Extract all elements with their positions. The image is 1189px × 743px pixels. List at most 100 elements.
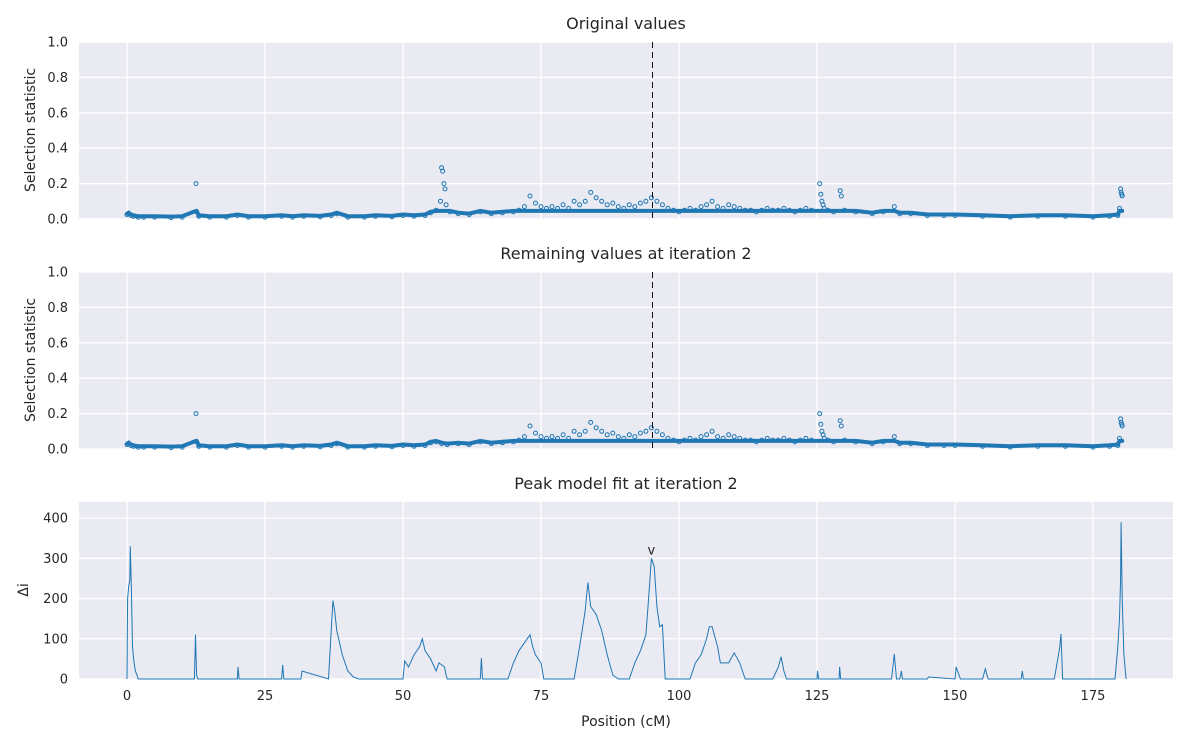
data-point — [637, 200, 643, 206]
data-point — [654, 198, 660, 204]
scatter-points — [124, 411, 1125, 451]
data-point — [599, 428, 605, 434]
data-point — [571, 428, 577, 434]
y-axis-label: Δi — [16, 583, 32, 596]
data-point — [643, 198, 649, 204]
data-point — [593, 195, 599, 201]
y-tick-label: 1.0 — [47, 36, 68, 51]
data-point — [648, 425, 654, 431]
data-point — [582, 428, 588, 434]
data-point — [659, 202, 665, 208]
data-point — [533, 200, 538, 206]
data-point — [527, 193, 533, 199]
y-tick-label: 0.8 — [47, 71, 68, 86]
data-point — [891, 204, 897, 210]
data-point — [891, 434, 897, 440]
data-point — [582, 198, 588, 204]
data-point — [632, 204, 638, 210]
data-point — [549, 434, 555, 440]
data-point — [615, 434, 621, 440]
data-point — [837, 188, 843, 194]
data-point — [521, 434, 527, 440]
panel-original-values: Original values Selection statistic 0.0 0… — [23, 14, 1173, 228]
data-point — [643, 428, 649, 434]
data-point — [193, 411, 199, 417]
y-tick-label: 0.4 — [47, 372, 68, 387]
data-point — [527, 423, 533, 429]
x-tick-label: 150 — [943, 689, 968, 704]
data-point — [441, 181, 447, 187]
data-point — [438, 198, 443, 204]
data-point — [538, 204, 544, 210]
data-point — [571, 198, 577, 204]
data-point — [818, 191, 824, 197]
x-tick-label: 25 — [257, 689, 274, 704]
data-point — [731, 204, 737, 210]
data-point — [440, 168, 446, 174]
panel-title: Remaining values at iteration 2 — [500, 244, 751, 263]
data-point — [533, 430, 538, 436]
x-tick-label: 100 — [667, 689, 692, 704]
data-point — [604, 202, 610, 208]
peak-annotation: v — [648, 543, 656, 558]
data-point — [577, 432, 583, 438]
data-point — [698, 204, 704, 210]
plot-background — [79, 272, 1173, 449]
data-point — [599, 198, 605, 204]
panel-title: Peak model fit at iteration 2 — [514, 474, 737, 493]
data-point — [593, 425, 599, 431]
data-point — [637, 430, 643, 436]
data-point — [709, 198, 715, 204]
data-point — [704, 202, 710, 208]
y-tick-label: 0.6 — [47, 106, 68, 121]
y-tick-label: 400 — [43, 512, 68, 527]
data-point — [715, 434, 721, 440]
scatter-points — [124, 165, 1125, 221]
data-point — [193, 181, 199, 187]
data-point — [560, 202, 566, 208]
data-point — [838, 423, 844, 429]
data-point — [709, 428, 715, 434]
data-point — [817, 181, 823, 187]
data-point — [610, 430, 616, 436]
data-point — [443, 202, 449, 208]
data-point — [610, 200, 616, 206]
data-point — [817, 411, 823, 417]
data-point — [632, 434, 638, 440]
panel-remaining-values: Remaining values at iteration 2 Selectio… — [23, 244, 1173, 458]
x-axis-label: Position (cM) — [581, 714, 671, 730]
y-axis-label: Selection statistic — [23, 68, 39, 192]
data-point — [698, 434, 704, 440]
data-point — [659, 432, 665, 438]
data-point — [1119, 193, 1125, 199]
x-tick-label: 175 — [1081, 689, 1106, 704]
data-point — [588, 419, 594, 425]
data-point — [588, 189, 594, 195]
data-point — [577, 202, 583, 208]
x-tick-label: 0 — [123, 689, 131, 704]
plot-area — [79, 41, 1173, 220]
data-point — [837, 418, 843, 424]
panel-title: Original values — [566, 14, 686, 33]
y-tick-label: 100 — [43, 632, 68, 647]
plot-area — [79, 271, 1173, 450]
x-tick-label: 50 — [395, 689, 412, 704]
data-point — [560, 432, 566, 438]
y-tick-label: 0.4 — [47, 142, 68, 157]
scatter-baseline — [125, 208, 1125, 219]
data-point — [626, 202, 632, 208]
y-tick-label: 0.6 — [47, 336, 68, 351]
data-point — [615, 204, 621, 210]
y-tick-label: 0 — [60, 673, 68, 688]
data-point — [726, 202, 732, 208]
y-tick-label: 0.0 — [47, 443, 68, 458]
data-point — [626, 432, 632, 438]
data-point — [648, 195, 654, 201]
panel-peak-model-fit: Peak model fit at iteration 2 Δi Positio… — [16, 474, 1173, 730]
data-point — [818, 421, 824, 427]
y-tick-label: 0.2 — [47, 177, 68, 192]
y-tick-label: 300 — [43, 552, 68, 567]
y-tick-label: 0.2 — [47, 407, 68, 422]
